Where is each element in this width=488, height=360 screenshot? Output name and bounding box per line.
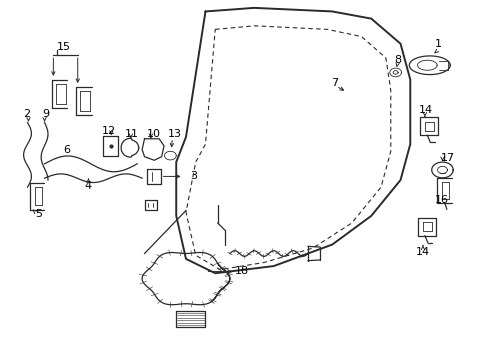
Text: 5: 5: [35, 210, 42, 220]
Text: 9: 9: [42, 109, 49, 119]
Text: 7: 7: [330, 78, 338, 88]
Text: 11: 11: [124, 129, 138, 139]
Text: 2: 2: [23, 109, 31, 119]
Text: 4: 4: [85, 181, 92, 191]
Text: 1: 1: [434, 40, 441, 49]
Text: 10: 10: [147, 129, 161, 139]
Text: 14: 14: [418, 105, 431, 115]
Text: 17: 17: [440, 153, 454, 163]
Text: 8: 8: [394, 55, 401, 65]
Text: 13: 13: [168, 129, 182, 139]
Text: 12: 12: [102, 126, 116, 135]
Text: 16: 16: [434, 195, 447, 205]
Text: 14: 14: [415, 247, 429, 257]
Text: 3: 3: [189, 171, 196, 181]
Text: 6: 6: [63, 144, 70, 154]
Text: 18: 18: [235, 266, 248, 276]
Text: 15: 15: [57, 42, 71, 52]
